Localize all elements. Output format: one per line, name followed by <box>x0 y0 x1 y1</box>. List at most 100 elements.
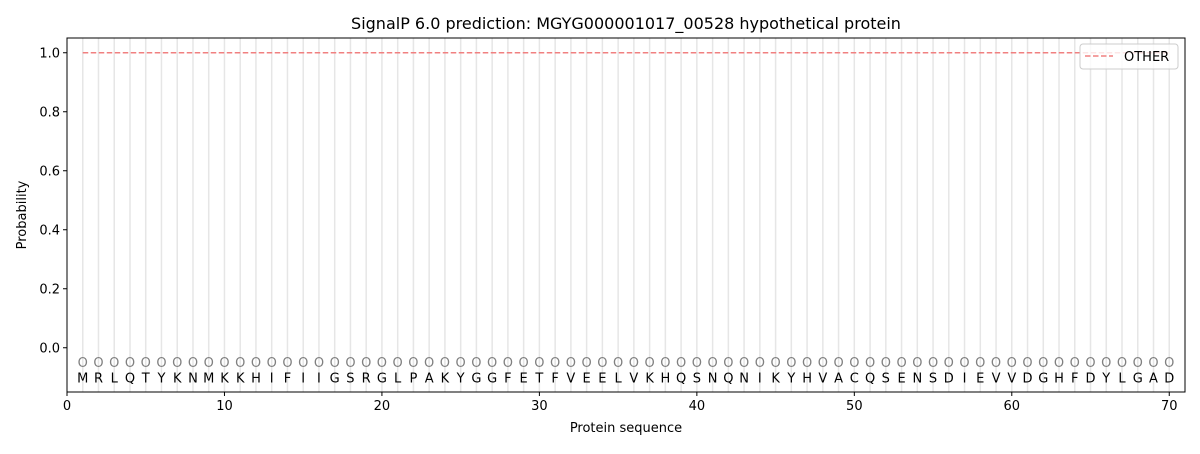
predicted-label-marker: O <box>125 356 135 371</box>
residue-label: H <box>251 371 261 386</box>
predicted-label-marker: O <box>251 356 261 371</box>
residue-label: I <box>317 371 321 386</box>
predicted-label-marker: O <box>707 356 717 371</box>
predicted-label-marker: O <box>1133 356 1143 371</box>
legend-box <box>1079 43 1179 70</box>
residue-label: G <box>1133 371 1143 386</box>
predicted-label-marker: O <box>865 356 875 371</box>
predicted-label-marker: O <box>345 356 355 371</box>
residue-label: R <box>94 371 103 386</box>
predicted-label-marker: O <box>770 356 780 371</box>
predicted-label-marker: O <box>1038 356 1048 371</box>
x-tick-label: 70 <box>1161 399 1178 414</box>
residue-label: C <box>850 371 859 386</box>
y-tick-label: 0.8 <box>39 105 60 120</box>
residue-label: K <box>645 371 654 386</box>
y-tick-label: 0.6 <box>39 164 60 179</box>
residue-label: Y <box>1101 371 1110 386</box>
predicted-label-marker: O <box>503 356 513 371</box>
predicted-label-marker: O <box>944 356 954 371</box>
residue-label: I <box>301 371 305 386</box>
residue-label: R <box>362 371 371 386</box>
predicted-label-marker: O <box>393 356 403 371</box>
predicted-label-marker: O <box>219 356 229 371</box>
predicted-label-marker: O <box>629 356 639 371</box>
y-tick-label: 0.0 <box>39 341 60 356</box>
predicted-label-marker: O <box>156 356 166 371</box>
residue-label: S <box>346 371 354 386</box>
predicted-label-marker: O <box>456 356 466 371</box>
residue-label: Q <box>676 371 686 386</box>
predicted-label-marker: O <box>141 356 151 371</box>
residue-label: F <box>551 371 558 386</box>
y-tick-label: 1.0 <box>39 46 60 61</box>
predicted-label-marker: O <box>566 356 576 371</box>
residue-label: G <box>330 371 340 386</box>
y-axis-label: Probability <box>15 180 30 249</box>
residue-label: Q <box>125 371 135 386</box>
y-tick-label: 0.4 <box>39 223 60 238</box>
predicted-label-marker: O <box>235 356 245 371</box>
x-tick-label: 30 <box>531 399 548 414</box>
residue-label: V <box>566 371 575 386</box>
residue-label: N <box>912 371 922 386</box>
grid <box>81 38 1171 392</box>
residue-label: D <box>944 371 954 386</box>
residue-label: H <box>1054 371 1064 386</box>
residue-label: I <box>270 371 274 386</box>
x-tick-label: 10 <box>216 399 233 414</box>
predicted-label-marker: O <box>849 356 859 371</box>
residue-label: Y <box>786 371 795 386</box>
predicted-label-marker: O <box>109 356 119 371</box>
predicted-label-marker: O <box>975 356 985 371</box>
residue-label: T <box>534 371 543 386</box>
residue-label: N <box>188 371 198 386</box>
predicted-label-marker: O <box>597 356 607 371</box>
predicted-label-marker: O <box>739 356 749 371</box>
legend: OTHER <box>1079 43 1179 70</box>
x-tick-label: 40 <box>689 399 706 414</box>
predicted-label-marker: O <box>93 356 103 371</box>
x-tick-label: 0 <box>63 399 71 414</box>
residue-label: H <box>802 371 812 386</box>
residue-label: G <box>487 371 497 386</box>
residue-label: E <box>520 371 528 386</box>
predicted-label-marker: O <box>172 356 182 371</box>
predicted-label-marker: O <box>314 356 324 371</box>
predicted-label-marker: O <box>1085 356 1095 371</box>
x-tick-label: 20 <box>374 399 391 414</box>
plot-frame <box>66 37 1186 393</box>
residue-label: D <box>1086 371 1096 386</box>
predicted-label-marker: O <box>1117 356 1127 371</box>
residue-label: T <box>141 371 150 386</box>
residue-label: V <box>629 371 638 386</box>
residue-label: Y <box>157 371 166 386</box>
residue-label: K <box>236 371 245 386</box>
residue-label: E <box>897 371 905 386</box>
predicted-label-marker: O <box>267 356 277 371</box>
predicted-label-marker: O <box>582 356 592 371</box>
residue-label: A <box>834 371 843 386</box>
predicted-label-marker: O <box>471 356 481 371</box>
predicted-label-marker: O <box>1007 356 1017 371</box>
residue-label: S <box>882 371 890 386</box>
predicted-label-marker: O <box>881 356 891 371</box>
residue-label: E <box>598 371 606 386</box>
residue-label: A <box>425 371 434 386</box>
residue-label: F <box>504 371 511 386</box>
residue-label: D <box>1164 371 1174 386</box>
predicted-label-marker: O <box>959 356 969 371</box>
chart-title: SignalP 6.0 prediction: MGYG000001017_00… <box>351 14 901 34</box>
predicted-label-marker: O <box>204 356 214 371</box>
y-axis: 0.0 0.2 0.4 0.6 0.8 1.0 <box>39 46 67 356</box>
x-axis-label: Protein sequence <box>570 421 682 436</box>
residue-label: S <box>929 371 937 386</box>
residue-label: E <box>976 371 984 386</box>
predicted-label-marker: O <box>1148 356 1158 371</box>
residue-label: D <box>1023 371 1033 386</box>
residue-label: L <box>615 371 623 386</box>
predicted-label-marker: O <box>645 356 655 371</box>
predicted-label-marker: O <box>408 356 418 371</box>
predicted-label-marker: O <box>818 356 828 371</box>
residue-label: G <box>377 371 387 386</box>
